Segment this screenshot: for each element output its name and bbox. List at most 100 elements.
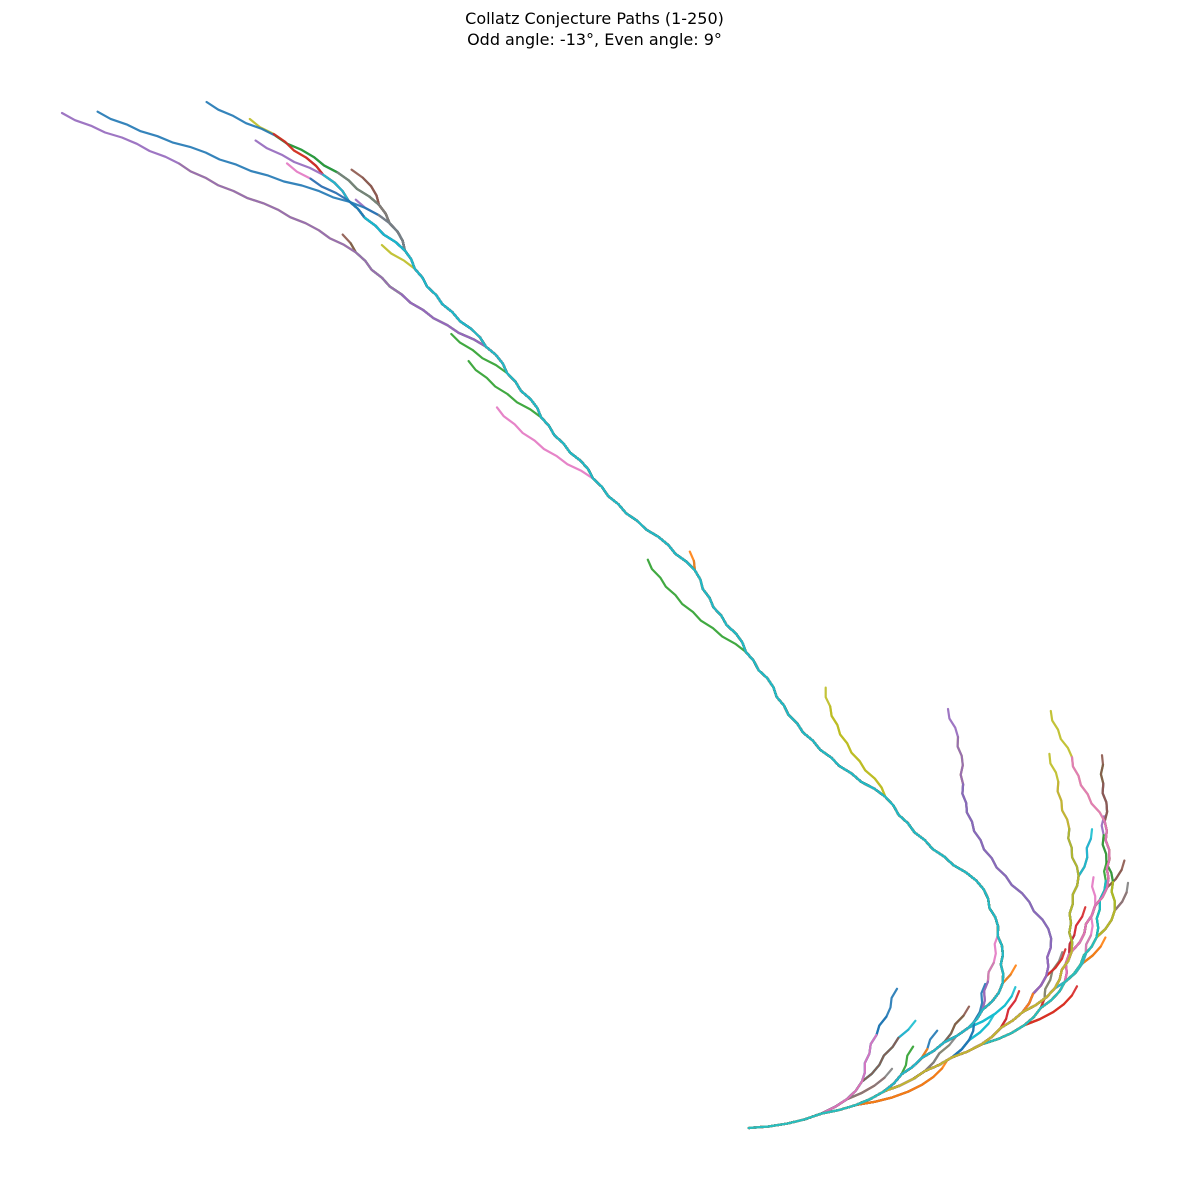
collatz-path-229 bbox=[747, 881, 1116, 1130]
collatz-path-174 bbox=[747, 906, 1087, 1130]
collatz-path-39 bbox=[747, 877, 1117, 1130]
collatz-path-38 bbox=[747, 996, 1048, 1130]
collatz-path-131 bbox=[747, 934, 1076, 1130]
collatz-path-78 bbox=[747, 868, 1123, 1130]
collatz-path-41 bbox=[384, 212, 1005, 1130]
collatz-path-33 bbox=[747, 954, 1094, 1130]
collatz-path-98 bbox=[747, 963, 1082, 1130]
collatz-path-9 bbox=[747, 1018, 1041, 1130]
collatz-path-209 bbox=[747, 829, 1111, 1130]
collatz-path-161 bbox=[451, 311, 1005, 1130]
collatz-path-218 bbox=[336, 171, 1005, 1130]
collatz-path-116 bbox=[747, 1002, 1031, 1130]
collatz-path-244 bbox=[747, 982, 1004, 1130]
collatz-path-193 bbox=[274, 134, 1005, 1130]
collatz-path-135 bbox=[747, 815, 1116, 1130]
collatz-path-56 bbox=[747, 1015, 1035, 1130]
collatz-path-30 bbox=[747, 1012, 997, 1130]
collatz-path-194 bbox=[272, 132, 1005, 1130]
collatz-path-112 bbox=[747, 1006, 1042, 1130]
collatz-path-103 bbox=[536, 406, 1005, 1130]
collatz-path-106 bbox=[747, 1057, 923, 1130]
collatz-path-224 bbox=[747, 997, 1046, 1130]
collatz-path-187 bbox=[747, 780, 1080, 1130]
collatz-path-102 bbox=[747, 957, 1064, 1130]
collatz-path-134 bbox=[747, 932, 1086, 1130]
collatz-path-235 bbox=[60, 111, 1005, 1130]
collatz-path-91 bbox=[501, 362, 1005, 1130]
collatz-path-63 bbox=[349, 242, 1005, 1130]
collatz-path-74 bbox=[747, 990, 1061, 1130]
collatz-path-89 bbox=[747, 913, 1094, 1130]
collatz-path-68 bbox=[747, 1048, 963, 1130]
collatz-path-129 bbox=[248, 117, 1005, 1130]
collatz-path-143 bbox=[381, 276, 1005, 1130]
collatz-path-111 bbox=[692, 559, 1005, 1130]
collatz-path-179 bbox=[747, 903, 1074, 1130]
collatz-path-192 bbox=[747, 1058, 949, 1130]
collatz-path-62 bbox=[396, 230, 1005, 1130]
collatz-path-141 bbox=[747, 1029, 939, 1130]
collatz-path-241 bbox=[747, 982, 987, 1130]
collatz-path-83 bbox=[356, 207, 1005, 1130]
collatz-path-17 bbox=[747, 1063, 941, 1130]
collatz-path-22 bbox=[747, 1043, 983, 1130]
collatz-path-196 bbox=[747, 954, 1085, 1130]
collatz-path-96 bbox=[747, 1067, 944, 1130]
chart-title: Collatz Conjecture Paths (1-250) bbox=[465, 9, 724, 28]
collatz-path-152 bbox=[747, 978, 1061, 1130]
collatz-path-243 bbox=[450, 332, 1005, 1130]
collatz-path-118 bbox=[747, 886, 1109, 1130]
collatz-path-121 bbox=[479, 336, 1005, 1130]
collatz-path-157 bbox=[747, 858, 1111, 1130]
collatz-path-109 bbox=[347, 179, 1005, 1130]
collatz-path-207 bbox=[495, 406, 1005, 1130]
collatz-path-199 bbox=[178, 162, 1005, 1130]
collatz-path-127 bbox=[747, 764, 1053, 1130]
collatz-path-16 bbox=[747, 1112, 823, 1130]
collatz-path-20 bbox=[747, 1097, 873, 1130]
collatz-path-189 bbox=[380, 244, 1005, 1130]
collatz-path-115 bbox=[747, 889, 1106, 1130]
collatz-path-170 bbox=[747, 1063, 881, 1130]
collatz-path-201 bbox=[747, 987, 899, 1130]
chart-subtitle: Odd angle: -13°, Even angle: 9° bbox=[467, 30, 722, 49]
collatz-path-211 bbox=[747, 827, 1080, 1130]
collatz-path-54 bbox=[370, 185, 1005, 1130]
collatz-path-71 bbox=[421, 276, 1005, 1130]
collatz-path-88 bbox=[747, 1026, 1002, 1130]
collatz-path-145 bbox=[313, 156, 1005, 1130]
collatz-path-77 bbox=[747, 984, 1043, 1130]
collatz-path-86 bbox=[747, 918, 1113, 1130]
collatz-path-250 bbox=[363, 216, 1005, 1130]
collatz-path-182 bbox=[494, 353, 1005, 1130]
collatz-path-65 bbox=[747, 945, 1093, 1130]
collatz-path-246 bbox=[747, 754, 1111, 1130]
collatz-path-92 bbox=[747, 1017, 978, 1130]
collatz-path-173 bbox=[747, 908, 1101, 1130]
collatz-path-85 bbox=[747, 1072, 874, 1130]
collatz-path-123 bbox=[747, 763, 1111, 1130]
collatz-path-55 bbox=[341, 190, 1005, 1130]
collatz-path-144 bbox=[747, 985, 1079, 1130]
collatz-path-40 bbox=[747, 1090, 885, 1130]
collatz-path-27 bbox=[375, 194, 1005, 1130]
collatz-path-197 bbox=[747, 952, 1071, 1130]
collatz-path-79 bbox=[747, 865, 1086, 1130]
collatz-path-130 bbox=[747, 936, 1098, 1130]
collatz-path-227 bbox=[747, 1033, 878, 1130]
collatz-path-248 bbox=[377, 214, 1005, 1130]
collatz-path-180 bbox=[747, 1013, 996, 1130]
collatz-path-11 bbox=[747, 1050, 969, 1130]
collatz-path-212 bbox=[747, 1047, 929, 1130]
collatz-path-132 bbox=[747, 936, 1107, 1130]
collatz-path-10 bbox=[747, 1103, 858, 1130]
collatz-path-67 bbox=[747, 941, 1081, 1130]
collatz-path-185 bbox=[747, 782, 1111, 1130]
collatz-path-21 bbox=[747, 1091, 863, 1130]
collatz-path-13 bbox=[747, 1084, 901, 1130]
collatz-path-231 bbox=[96, 110, 1005, 1130]
collatz-path-216 bbox=[350, 168, 1005, 1130]
collatz-path-50 bbox=[747, 971, 1077, 1130]
collatz-path-110 bbox=[333, 181, 1005, 1130]
